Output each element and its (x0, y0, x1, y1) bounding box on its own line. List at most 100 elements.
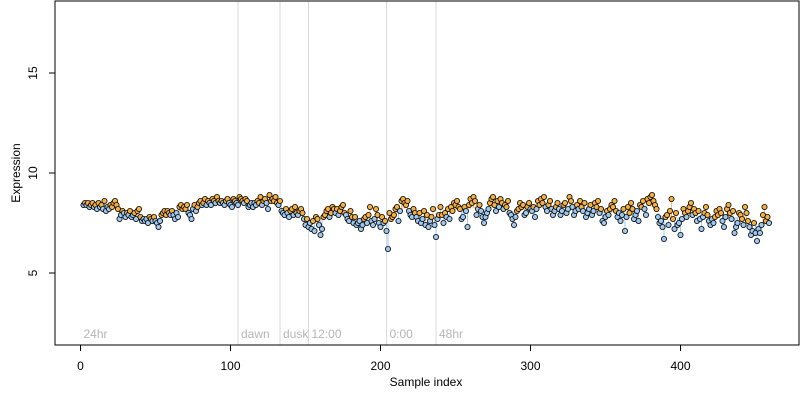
data-point (440, 219, 447, 226)
data-point (665, 221, 672, 228)
data-point (668, 195, 675, 202)
data-point (725, 201, 732, 208)
annotation-lines (237, 1, 437, 345)
data-point (617, 217, 624, 224)
data-point (420, 207, 427, 214)
data-point (739, 215, 746, 222)
data-point (764, 213, 771, 220)
data-point (234, 201, 241, 208)
data-point (641, 205, 648, 212)
data-point (101, 197, 108, 204)
annotation-label: dusk (283, 327, 309, 341)
data-point (477, 207, 484, 214)
data-point (311, 227, 318, 234)
annotation-label: 12:00 (312, 327, 342, 341)
data-point (492, 207, 499, 214)
data-point (628, 199, 635, 206)
data-point (504, 197, 511, 204)
y-axis-title: Expression (9, 143, 23, 202)
data-point (459, 213, 466, 220)
data-point (610, 203, 617, 210)
data-point (730, 207, 737, 214)
data-point (351, 213, 358, 220)
data-point (291, 203, 298, 210)
data-point (489, 193, 496, 200)
data-point (698, 225, 705, 232)
y-tick-label: 5 (26, 269, 40, 276)
data-point (719, 217, 726, 224)
data-point (347, 207, 354, 214)
x-tick-label: 400 (670, 359, 690, 373)
data-point (703, 203, 710, 210)
data-point (318, 225, 325, 232)
data-point (480, 219, 487, 226)
data-point (431, 221, 438, 228)
data-point (384, 245, 391, 252)
data-point (655, 213, 662, 220)
data-point (390, 211, 397, 218)
data-point (667, 207, 674, 214)
data-point (429, 205, 436, 212)
data-points (80, 191, 773, 252)
data-point (766, 219, 773, 226)
data-point (523, 209, 530, 216)
data-point (453, 197, 460, 204)
data-point (547, 197, 554, 204)
data-point (365, 211, 372, 218)
x-axis-title: Sample index (390, 375, 463, 389)
data-point (183, 201, 190, 208)
data-point (590, 207, 597, 214)
data-point (476, 201, 483, 208)
data-point (761, 203, 768, 210)
data-point (503, 203, 510, 210)
data-point (728, 215, 735, 222)
data-point (419, 215, 426, 222)
data-point (471, 197, 478, 204)
data-point (622, 227, 629, 234)
data-point (464, 223, 471, 230)
data-point (541, 193, 548, 200)
data-point (611, 197, 618, 204)
data-point (381, 217, 388, 224)
annotation-label: dawn (241, 327, 270, 341)
data-point (317, 231, 324, 238)
data-point (339, 201, 346, 208)
data-point (314, 215, 321, 222)
x-tick-label: 100 (220, 359, 240, 373)
data-point (722, 213, 729, 220)
data-point (598, 205, 605, 212)
x-axis: 0 100 200 300 400 (77, 344, 691, 373)
data-point (658, 217, 665, 224)
data-point (626, 209, 633, 216)
plot-frame (54, 0, 800, 346)
data-point (473, 211, 480, 218)
data-point (532, 213, 539, 220)
data-point (734, 219, 741, 226)
data-point (272, 193, 279, 200)
data-point (404, 197, 411, 204)
data-point (751, 219, 758, 226)
y-tick-label: 15 (26, 66, 40, 80)
data-point (635, 217, 642, 224)
data-point (432, 233, 439, 240)
data-point (670, 215, 677, 222)
y-axis: 5 10 15 (26, 66, 56, 276)
data-point (757, 229, 764, 236)
data-point (303, 215, 310, 222)
data-point (299, 209, 306, 216)
data-point (446, 215, 453, 222)
data-point (710, 219, 717, 226)
data-point (659, 223, 666, 230)
data-point (653, 205, 660, 212)
x-tick-label: 200 (370, 359, 390, 373)
data-point (533, 205, 540, 212)
data-point (155, 223, 162, 230)
data-point (745, 217, 752, 224)
data-point (539, 199, 546, 206)
annotation-label: 0:00 (390, 327, 414, 341)
data-point (743, 209, 750, 216)
data-point (266, 191, 273, 198)
data-point (676, 219, 683, 226)
